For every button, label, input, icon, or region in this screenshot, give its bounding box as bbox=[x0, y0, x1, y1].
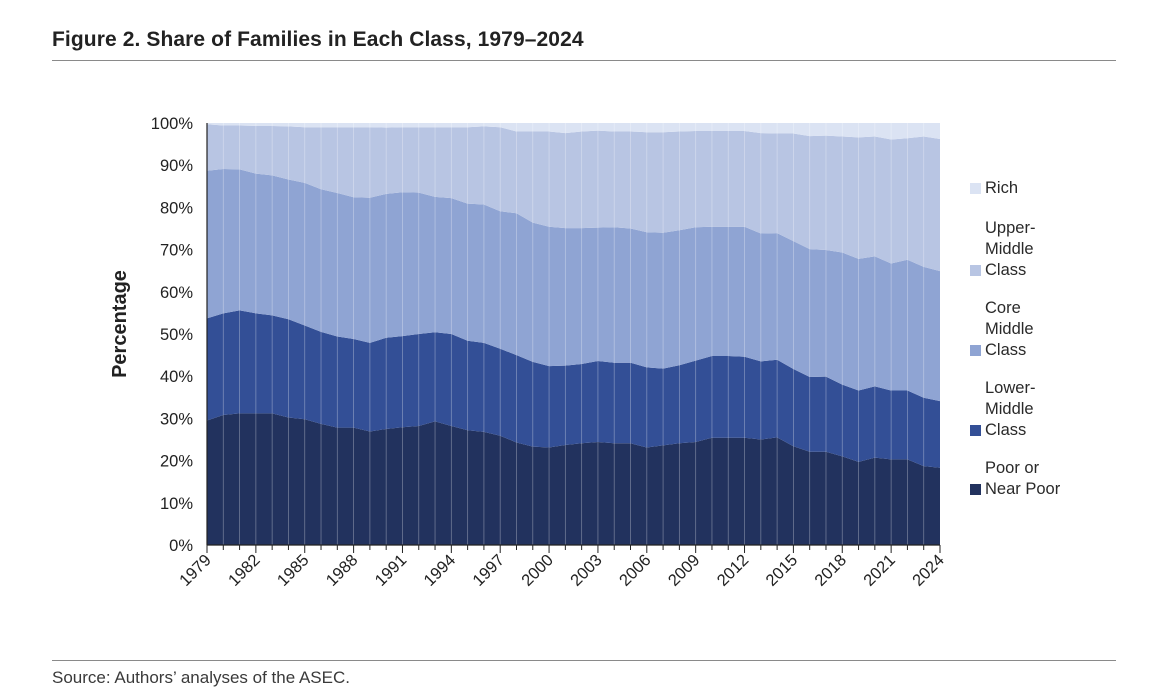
area-core-middle-class bbox=[207, 169, 940, 402]
legend-swatch bbox=[970, 345, 981, 356]
legend-label-line: Class bbox=[985, 341, 1027, 359]
legend-label-line: Core bbox=[985, 299, 1021, 317]
x-tick-label: 2003 bbox=[567, 551, 606, 590]
title-divider bbox=[52, 60, 1116, 61]
figure-title: Figure 2. Share of Families in Each Clas… bbox=[52, 28, 584, 51]
y-tick-label: 40% bbox=[160, 368, 193, 386]
legend-label: Poor or Near Poor bbox=[985, 458, 1085, 500]
legend-label-line: Middle bbox=[985, 400, 1034, 418]
y-tick-label: 70% bbox=[160, 242, 193, 260]
y-tick-label: 60% bbox=[160, 284, 193, 302]
y-tick-label: 90% bbox=[160, 157, 193, 175]
legend-label: Rich bbox=[985, 178, 1085, 199]
x-tick-label: 2006 bbox=[616, 551, 655, 590]
x-tick-label: 2021 bbox=[860, 551, 899, 590]
legend-label: Lower- Middle Class bbox=[985, 378, 1085, 441]
legend-label-line: Upper- bbox=[985, 219, 1036, 237]
area-upper-middle-class bbox=[207, 124, 940, 272]
x-tick-label: 2000 bbox=[518, 551, 557, 590]
x-tick-label: 2015 bbox=[763, 551, 802, 590]
y-tick-label: 100% bbox=[151, 115, 194, 133]
legend-label: Upper- Middle Class bbox=[985, 218, 1085, 281]
legend-item-core-middle-class: Core Middle Class bbox=[970, 298, 1085, 361]
x-tick-label: 1994 bbox=[420, 551, 459, 590]
x-tick-label: 1988 bbox=[323, 551, 362, 590]
x-tick-label: 1997 bbox=[469, 551, 508, 590]
legend-swatch bbox=[970, 265, 981, 276]
source-note: Source: Authors’ analyses of the ASEC. bbox=[52, 668, 350, 687]
area-poor-or-near-poor bbox=[207, 413, 940, 545]
legend-item-lower-middle-class: Lower- Middle Class bbox=[970, 378, 1085, 441]
source-divider bbox=[52, 660, 1116, 661]
area-lower-middle-class bbox=[207, 310, 940, 468]
x-tick-label: 1985 bbox=[274, 551, 313, 590]
legend-label-line: Middle bbox=[985, 320, 1034, 338]
legend-swatch bbox=[970, 484, 981, 495]
legend-label-line: Class bbox=[985, 261, 1027, 279]
legend-label-line: Rich bbox=[985, 179, 1019, 197]
y-tick-label: 10% bbox=[160, 495, 193, 513]
y-tick-label: 30% bbox=[160, 410, 193, 428]
legend-label-line: Poor or bbox=[985, 459, 1040, 477]
legend-swatch bbox=[970, 425, 981, 436]
x-tick-label: 2018 bbox=[811, 551, 850, 590]
area-rich bbox=[207, 123, 940, 140]
y-tick-label: 50% bbox=[160, 326, 193, 344]
y-tick-label: 0% bbox=[169, 537, 193, 555]
legend-item-rich: Rich bbox=[970, 178, 1085, 199]
legend-label-line: Class bbox=[985, 421, 1027, 439]
y-tick-label: 80% bbox=[160, 199, 193, 217]
x-tick-label: 1979 bbox=[176, 551, 215, 590]
y-tick-label: 20% bbox=[160, 453, 193, 471]
x-tick-label: 1982 bbox=[225, 551, 264, 590]
legend-swatch bbox=[970, 183, 981, 194]
x-tick-label: 1991 bbox=[372, 551, 411, 590]
legend-item-poor-or-near-poor: Poor or Near Poor bbox=[970, 458, 1085, 500]
x-tick-label: 2024 bbox=[909, 551, 948, 590]
legend-label-line: Near Poor bbox=[985, 480, 1061, 498]
stacked-area-chart: 0% 10% 20% 30% 40% 50% 60% 70% 80% 90% 100% 1979 198… bbox=[109, 115, 948, 590]
legend-label: Core Middle Class bbox=[985, 298, 1085, 361]
x-tick-label: 2012 bbox=[714, 551, 753, 590]
legend-label-line: Middle bbox=[985, 240, 1034, 258]
y-axis-title: Percentage bbox=[109, 270, 131, 378]
x-tick-label: 2009 bbox=[665, 551, 704, 590]
legend-label-line: Lower- bbox=[985, 379, 1036, 397]
legend-item-upper-middle-class: Upper- Middle Class bbox=[970, 218, 1085, 281]
